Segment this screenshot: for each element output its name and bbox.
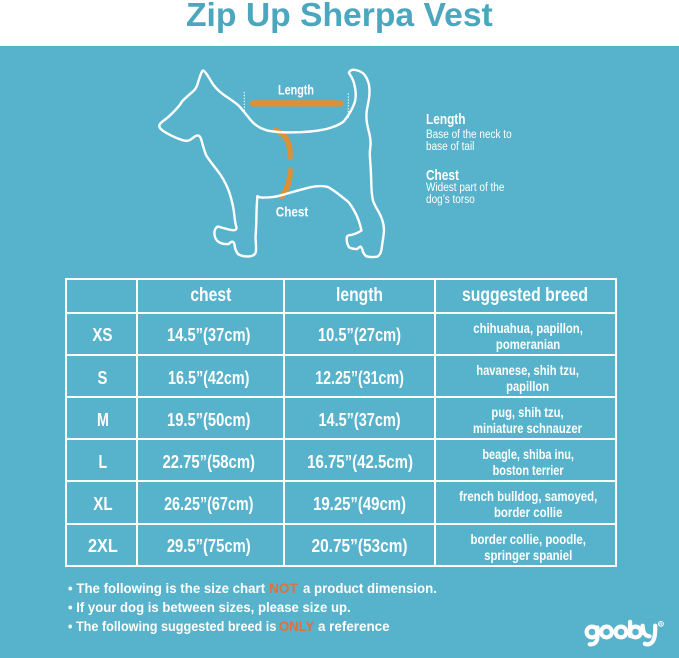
svg-text:Chest: Chest [276, 203, 309, 219]
svg-text:R: R [659, 622, 663, 627]
svg-text:Length: Length [278, 82, 314, 98]
